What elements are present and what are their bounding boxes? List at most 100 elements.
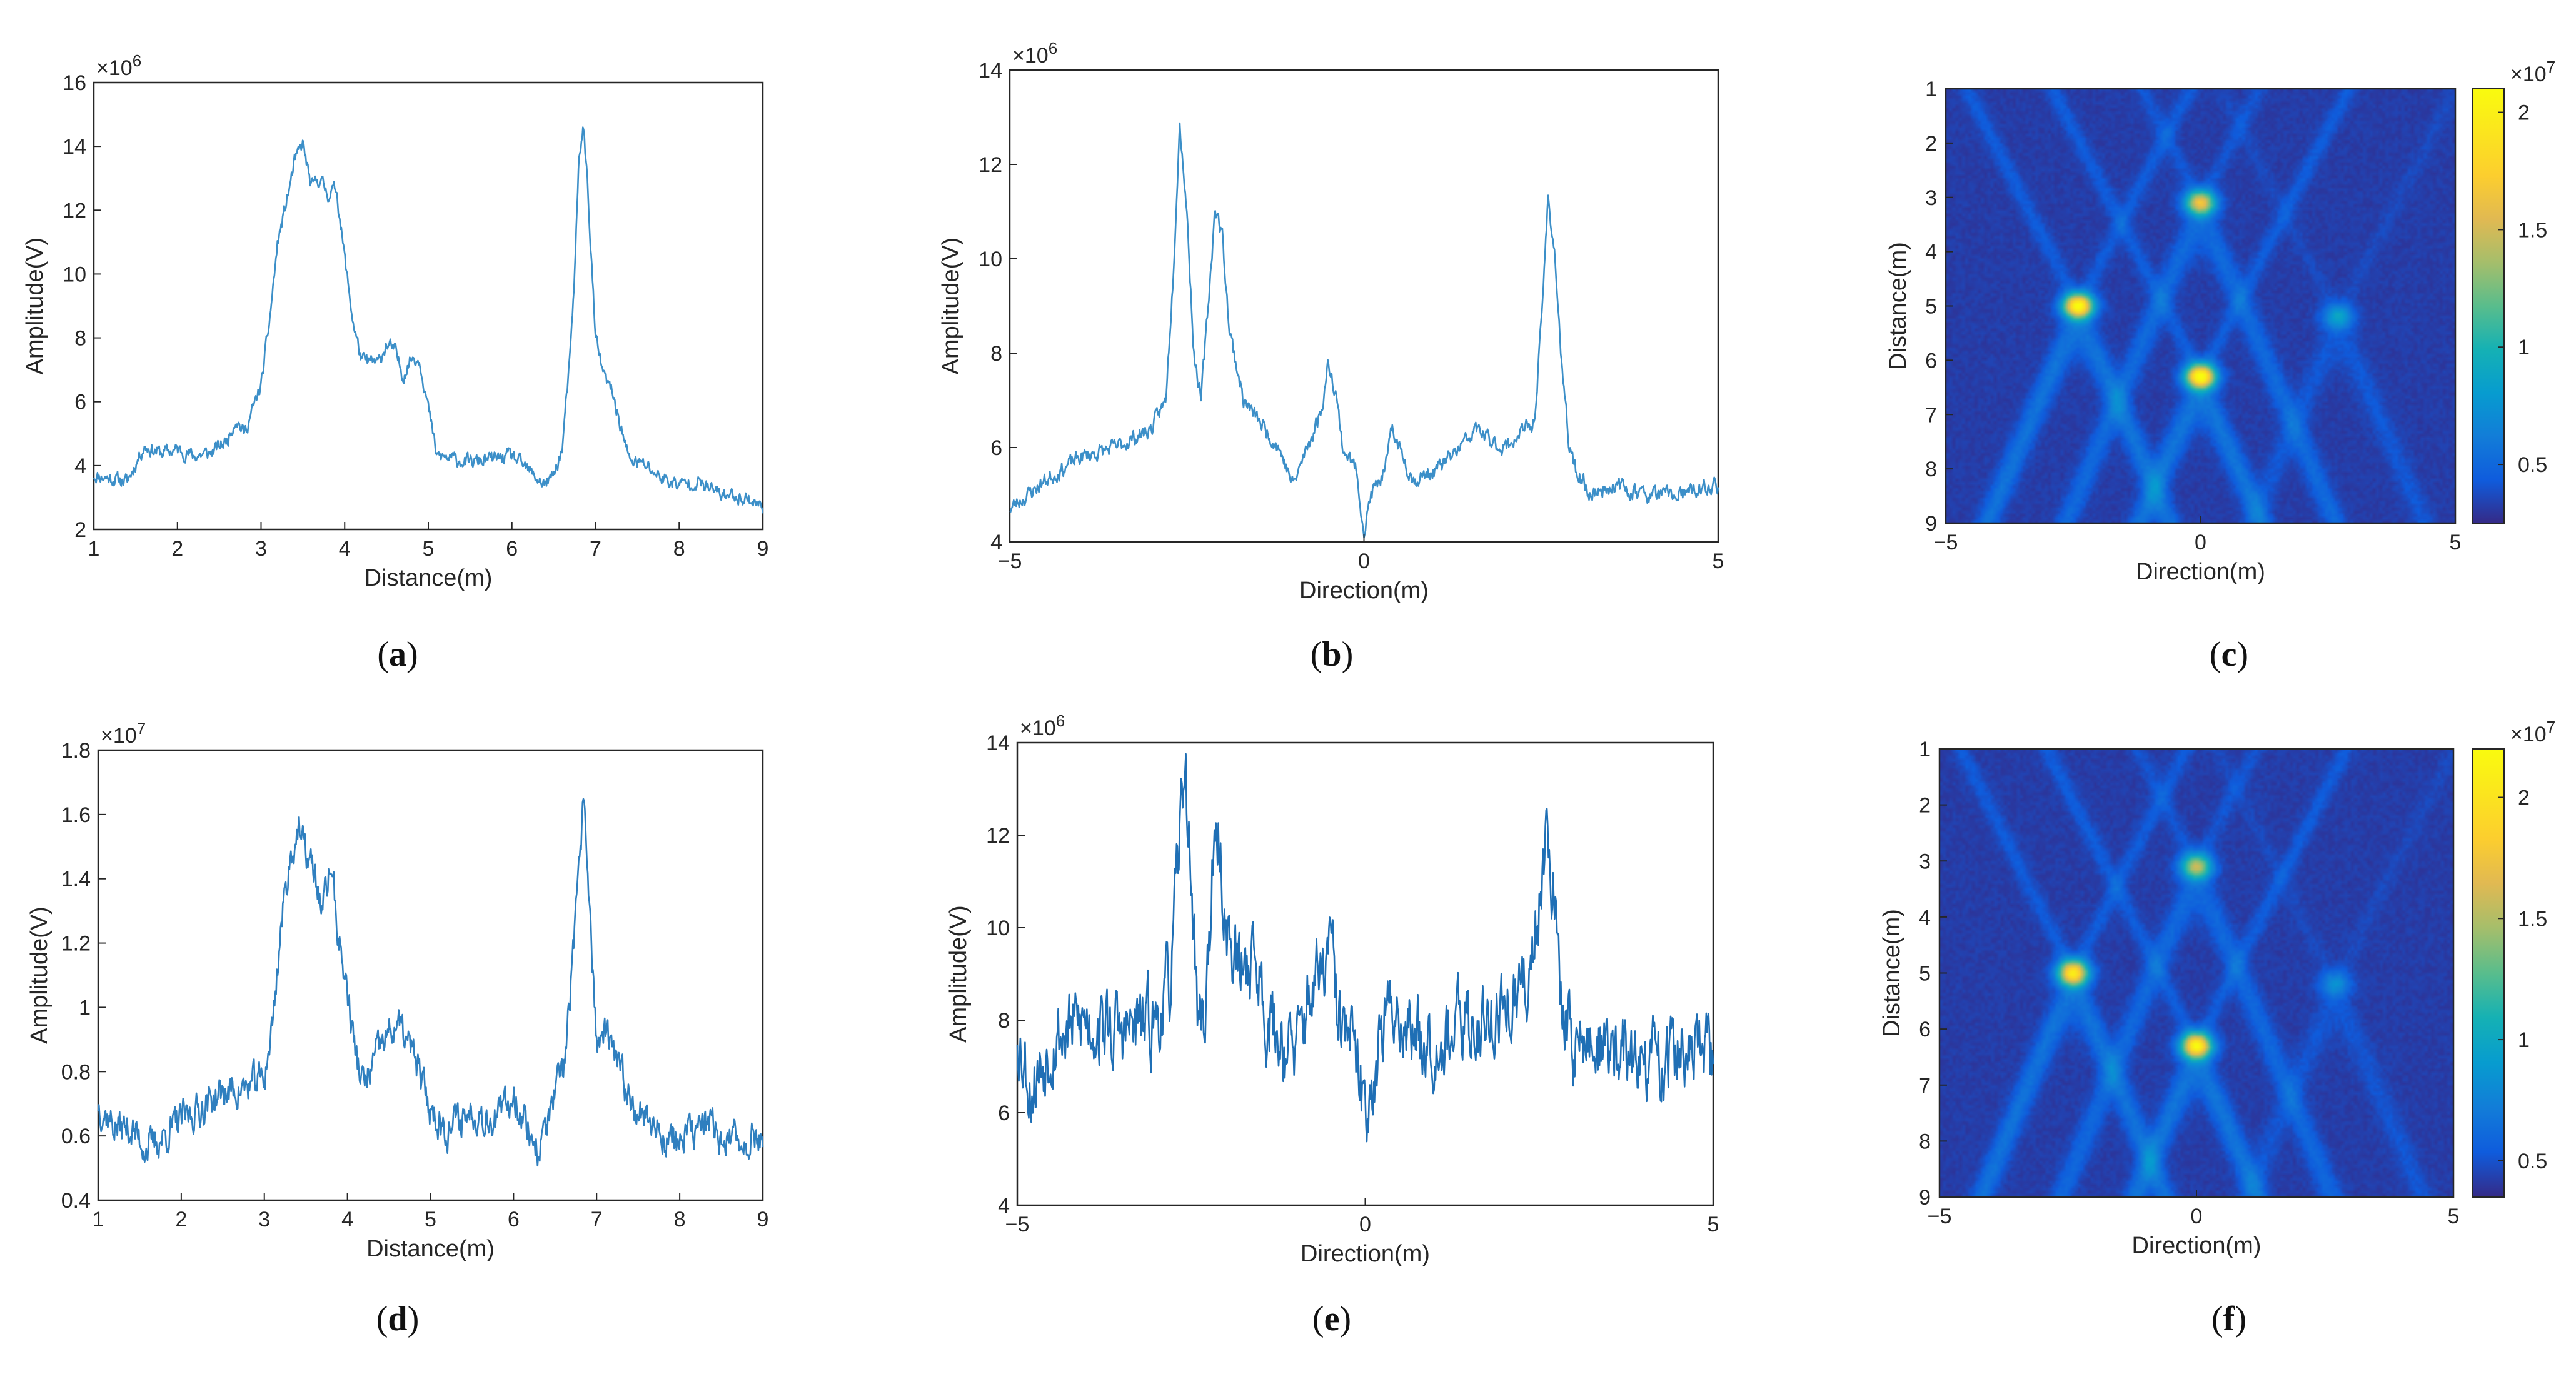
y-tick-label: 9 xyxy=(1925,512,1937,536)
colorbar-exponent-label: ×107 xyxy=(2510,718,2555,746)
x-tick-label: 2 xyxy=(171,537,183,561)
y-tick-label: 5 xyxy=(1919,962,1931,986)
y-tick-label: 3 xyxy=(1919,850,1931,873)
chart-panel-a: 1 2 3 4 5 6 7 8 9246810121416×106Distance(m)Ampl… xyxy=(22,51,768,591)
y-tick-label: 10 xyxy=(63,263,86,286)
x-axis-label: Direction(m) xyxy=(2132,1233,2262,1259)
y-tick-label: 0.8 xyxy=(61,1060,91,1084)
x-axis-label: Direction(m) xyxy=(1301,1241,1430,1267)
colorbar-tick-label: 0.5 xyxy=(2518,453,2547,477)
panel-label-part: ) xyxy=(406,635,418,674)
y-exponent-power: 6 xyxy=(133,51,141,70)
y-tick-label: 6 xyxy=(990,436,1002,460)
colorbar-tick-label: 1 xyxy=(2518,1028,2530,1052)
y-axis-label: Amplitude(V) xyxy=(26,906,53,1044)
panel-label-part: ( xyxy=(376,1300,388,1338)
y-tick-label: 1 xyxy=(1919,738,1931,761)
x-axis-label: Distance(m) xyxy=(365,565,493,591)
x-tick-label: 5 xyxy=(1708,1213,1719,1236)
colorbar-tick-label: 2 xyxy=(2518,101,2530,125)
y-axis-label: Amplitude(V) xyxy=(22,238,48,375)
y-tick-label: 6 xyxy=(74,391,86,414)
chart-panel-d: 1 2 3 4 5 6 7 8 90.40.60.811.21.41.61.8×107Dista… xyxy=(26,719,768,1262)
colorbar-tick-label: 1.5 xyxy=(2518,907,2547,931)
y-tick-label: 1.6 xyxy=(61,803,91,827)
heatmap-image xyxy=(1946,89,2455,523)
plot-area xyxy=(97,749,764,1201)
x-tick-label: 8 xyxy=(673,537,685,561)
panel-label-part: ( xyxy=(377,635,389,674)
y-tick-label: 16 xyxy=(63,71,86,95)
chart-panel-c: −5 0 5 1 2 3 4 5 6 7 8 9 Direction(m) Distance(m) 0.5 1… xyxy=(1885,58,2555,585)
y-axis-label: Amplitude(V) xyxy=(945,905,972,1043)
panel-label-part: d xyxy=(388,1300,407,1338)
series-line xyxy=(97,798,764,1167)
y-tick-label: 3 xyxy=(1925,186,1937,210)
panel-label: (f) xyxy=(2211,1300,2246,1338)
panel-label-part: c xyxy=(2221,635,2237,674)
x-tick-label: 3 xyxy=(258,1208,270,1231)
heatmap-image xyxy=(1940,749,2453,1197)
y-tick-label: 7 xyxy=(1919,1074,1931,1098)
panel-label-part: ( xyxy=(2210,635,2221,674)
y-tick-label: 9 xyxy=(1919,1186,1931,1210)
colorbar xyxy=(2472,88,2505,524)
panel-label-part: a xyxy=(389,635,406,674)
panel-label-part: ) xyxy=(408,1300,420,1338)
colorbar-exponent-label: ×107 xyxy=(2510,58,2555,86)
y-tick-label: 1 xyxy=(79,996,91,1020)
y-tick-label: 4 xyxy=(74,454,86,478)
y-exponent-base: ×10 xyxy=(101,724,137,748)
panel-label-part: ) xyxy=(1339,1300,1351,1338)
y-tick-label: 14 xyxy=(63,135,86,159)
panel-label-part: ) xyxy=(1342,635,1354,674)
x-tick-label: 0 xyxy=(2191,1205,2203,1228)
x-tick-label: 5 xyxy=(425,1208,436,1231)
x-tick-label: 0 xyxy=(1358,549,1370,573)
x-tick-label: 4 xyxy=(341,1208,353,1231)
panel-label-part: ( xyxy=(1312,1300,1324,1338)
y-exponent-label: ×107 xyxy=(101,719,146,748)
y-tick-label: 4 xyxy=(1919,906,1931,930)
y-exponent-label: ×106 xyxy=(96,51,141,80)
y-tick-label: 6 xyxy=(998,1101,1010,1125)
x-tick-label: 5 xyxy=(1713,549,1724,573)
y-tick-label: 4 xyxy=(998,1194,1010,1218)
y-tick-label: 4 xyxy=(1925,241,1937,264)
panel-label: (d) xyxy=(376,1300,419,1338)
x-tick-label: 1 xyxy=(93,1208,104,1231)
panel-label: (a) xyxy=(377,635,418,674)
panel-label-part: b xyxy=(1322,635,1341,674)
colorbar xyxy=(2472,748,2505,1198)
x-tick-label: 6 xyxy=(506,537,518,561)
y-exponent-base: ×10 xyxy=(1020,716,1056,740)
y-axis-label: Amplitude(V) xyxy=(938,238,964,375)
y-tick-label: 12 xyxy=(63,199,86,223)
y-tick-label: 5 xyxy=(1925,295,1937,319)
series-line xyxy=(1016,753,1714,1143)
y-tick-label: 4 xyxy=(990,531,1002,554)
x-tick-label: 9 xyxy=(757,537,769,561)
panel-label: (e) xyxy=(1312,1300,1351,1338)
y-tick-label: 8 xyxy=(1925,458,1937,481)
x-tick-label: 8 xyxy=(674,1208,686,1231)
x-tick-label: 5 xyxy=(2450,531,2462,554)
y-tick-label: 2 xyxy=(74,518,86,542)
x-tick-label: −5 xyxy=(1928,1205,1952,1228)
panel-label-part: ( xyxy=(2211,1300,2223,1338)
y-tick-label: 8 xyxy=(990,342,1002,366)
x-tick-label: 7 xyxy=(590,537,601,561)
colorbar-exponent-base: ×10 xyxy=(2510,723,2547,746)
y-axis-label: Distance(m) xyxy=(1885,242,1911,370)
x-tick-label: 3 xyxy=(255,537,267,561)
x-tick-label: 7 xyxy=(591,1208,603,1231)
y-exponent-base: ×10 xyxy=(1012,44,1049,68)
plot-area xyxy=(93,81,764,531)
series-line xyxy=(93,126,764,514)
panel-label-part: f xyxy=(2223,1300,2236,1338)
plot-area xyxy=(1009,69,1719,543)
y-tick-label: 6 xyxy=(1925,349,1937,373)
y-tick-label: 0.4 xyxy=(61,1189,91,1213)
y-exponent-power: 6 xyxy=(1049,39,1057,58)
